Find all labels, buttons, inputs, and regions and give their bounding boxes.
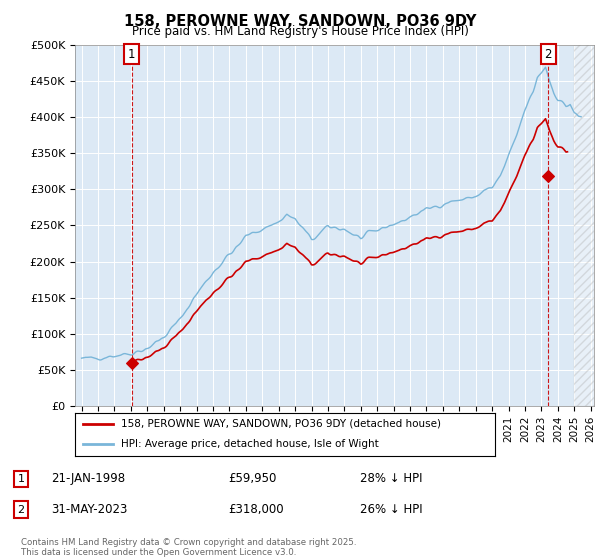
Point (544, 172, 553, 181)
Text: 1: 1 (128, 48, 136, 60)
Text: Price paid vs. HM Land Registry's House Price Index (HPI): Price paid vs. HM Land Registry's House … (131, 25, 469, 38)
Text: £59,950: £59,950 (228, 472, 277, 486)
Point (127, 358, 137, 367)
Text: 158, PEROWNE WAY, SANDOWN, PO36 9DY: 158, PEROWNE WAY, SANDOWN, PO36 9DY (124, 14, 476, 29)
Text: 1: 1 (17, 474, 25, 484)
Text: 2: 2 (17, 505, 25, 515)
Bar (574, 45, 600, 406)
Text: 31-MAY-2023: 31-MAY-2023 (51, 503, 127, 516)
Text: 21-JAN-1998: 21-JAN-1998 (51, 472, 125, 486)
Text: 158, PEROWNE WAY, SANDOWN, PO36 9DY (detached house): 158, PEROWNE WAY, SANDOWN, PO36 9DY (det… (121, 419, 441, 428)
Text: 28% ↓ HPI: 28% ↓ HPI (360, 472, 422, 486)
Text: Contains HM Land Registry data © Crown copyright and database right 2025.
This d: Contains HM Land Registry data © Crown c… (21, 538, 356, 557)
Text: 26% ↓ HPI: 26% ↓ HPI (360, 503, 422, 516)
Text: £318,000: £318,000 (228, 503, 284, 516)
Text: HPI: Average price, detached house, Isle of Wight: HPI: Average price, detached house, Isle… (121, 439, 379, 449)
Text: 2: 2 (545, 48, 552, 60)
